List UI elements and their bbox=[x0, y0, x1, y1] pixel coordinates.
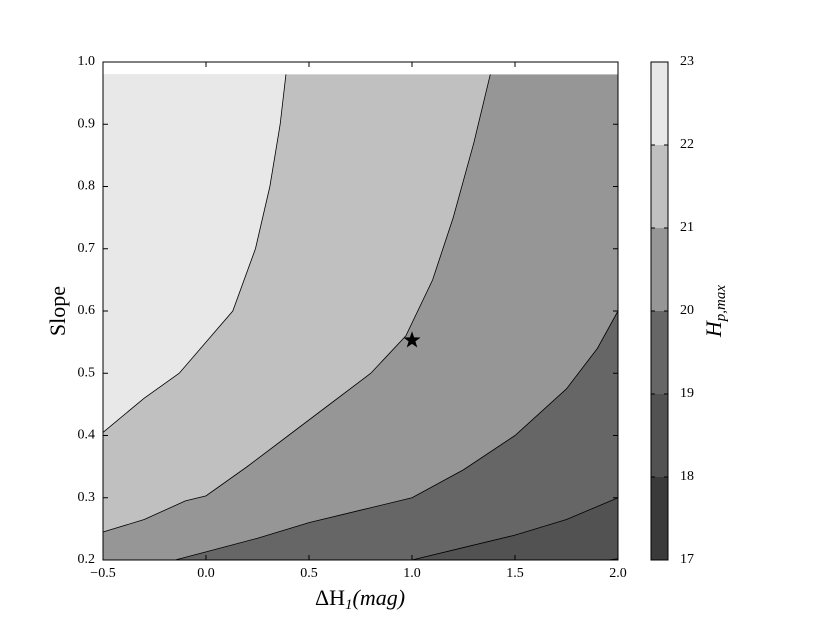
colorbar-band bbox=[651, 62, 668, 145]
x-tick-label: 2.0 bbox=[609, 566, 627, 581]
contour-line bbox=[102, 74, 287, 433]
colorbar-label-sub: p,max bbox=[713, 285, 729, 323]
x-axis-label: ΔH1(mag) bbox=[315, 585, 405, 613]
colorbar-tick-label: 22 bbox=[680, 137, 694, 152]
y-tick-label: 0.6 bbox=[78, 303, 96, 318]
colorbar-tick-label: 23 bbox=[680, 54, 694, 69]
y-tick-label: 0.9 bbox=[78, 116, 96, 131]
contour-line bbox=[174, 310, 619, 561]
y-tick-label: 0.3 bbox=[78, 490, 96, 505]
colorbar-band bbox=[651, 145, 668, 228]
y-tick-label: 0.2 bbox=[78, 552, 96, 567]
colorbar-band bbox=[651, 394, 668, 477]
contour-fill bbox=[103, 74, 286, 433]
x-label-tail: (mag) bbox=[353, 585, 406, 610]
x-label-main: ΔH bbox=[315, 585, 345, 610]
x-tick-label: 0.5 bbox=[300, 566, 318, 581]
colorbar-label: Hp,max bbox=[701, 285, 729, 338]
colorbar-tick-label: 20 bbox=[680, 303, 694, 318]
contour-line bbox=[102, 74, 491, 533]
star-marker bbox=[403, 331, 421, 348]
x-tick-label: 1.5 bbox=[506, 566, 524, 581]
colorbar-band bbox=[651, 477, 668, 560]
y-tick-label: 0.7 bbox=[78, 241, 96, 256]
colorbar-tick-label: 18 bbox=[680, 469, 694, 484]
y-tick-label: 0.8 bbox=[78, 179, 96, 194]
x-label-sub: 1 bbox=[345, 597, 353, 613]
colorbar-band bbox=[651, 228, 668, 311]
colorbar-label-main: H bbox=[701, 320, 726, 338]
colorbar-band bbox=[651, 311, 668, 394]
y-tick-label: 0.5 bbox=[78, 365, 96, 380]
colorbar-tick-label: 21 bbox=[680, 220, 694, 235]
x-tick-label: −0.5 bbox=[90, 566, 115, 581]
colorbar-tick-label: 19 bbox=[680, 386, 694, 401]
colorbar-tick-label: 17 bbox=[680, 552, 694, 567]
x-tick-label: 0.0 bbox=[197, 566, 215, 581]
y-tick-label: 1.0 bbox=[78, 54, 96, 69]
x-tick-label: 1.0 bbox=[403, 566, 421, 581]
y-tick-label: 0.4 bbox=[78, 428, 96, 443]
contour-line bbox=[411, 497, 619, 561]
y-axis-label: Slope bbox=[45, 286, 70, 336]
